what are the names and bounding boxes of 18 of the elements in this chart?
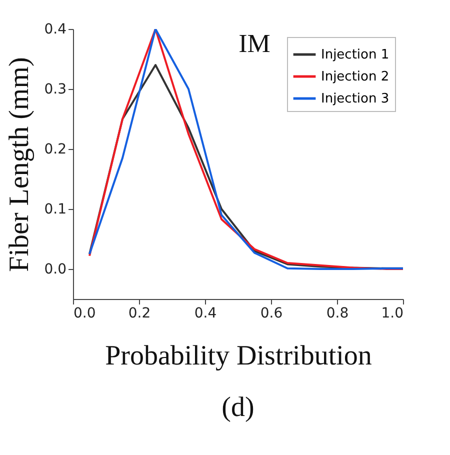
x-tick-label: 0.0 <box>74 306 96 322</box>
x-tick-label: 0.2 <box>128 306 151 322</box>
y-axis-title: Fiber Length (mm) <box>4 57 36 272</box>
x-axis-title: Probability Distribution <box>105 340 372 372</box>
x-tick-label: 0.8 <box>326 306 349 322</box>
x-tick-label: 0.6 <box>260 306 283 322</box>
y-tick-label: 0.2 <box>44 142 66 158</box>
y-tick-label: 0.1 <box>44 202 66 218</box>
legend-label: Injection 3 <box>321 92 390 106</box>
legend-label: Injection 2 <box>321 70 390 84</box>
x-tick-label: 1.0 <box>381 306 404 322</box>
y-tick-label: 0.3 <box>44 82 66 98</box>
x-tick-label: 0.4 <box>194 306 217 322</box>
y-tick-label: 0.0 <box>44 262 66 278</box>
chart-title: IM <box>238 29 270 58</box>
legend-label: Injection 1 <box>321 48 390 62</box>
text: (d) <box>222 392 254 423</box>
y-tick-label: 0.4 <box>44 22 67 38</box>
